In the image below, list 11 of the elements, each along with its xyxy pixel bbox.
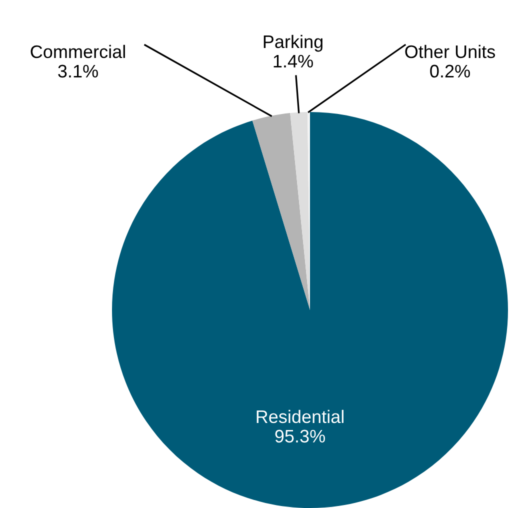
slice-label: Residential bbox=[256, 410, 344, 424]
data-label: 3.1% bbox=[58, 64, 98, 78]
slice-label: Other Units bbox=[405, 44, 496, 58]
slice-label: Parking bbox=[264, 34, 322, 52]
data-label: 95.3% bbox=[275, 430, 325, 443]
data-label: 0.2% bbox=[430, 64, 470, 78]
data-label: 1.4% bbox=[274, 54, 313, 68]
slice-label: Commercial bbox=[30, 44, 125, 58]
pie-slice bbox=[112, 112, 508, 508]
pie-slice bbox=[290, 112, 310, 310]
pie-slice bbox=[252, 113, 310, 310]
